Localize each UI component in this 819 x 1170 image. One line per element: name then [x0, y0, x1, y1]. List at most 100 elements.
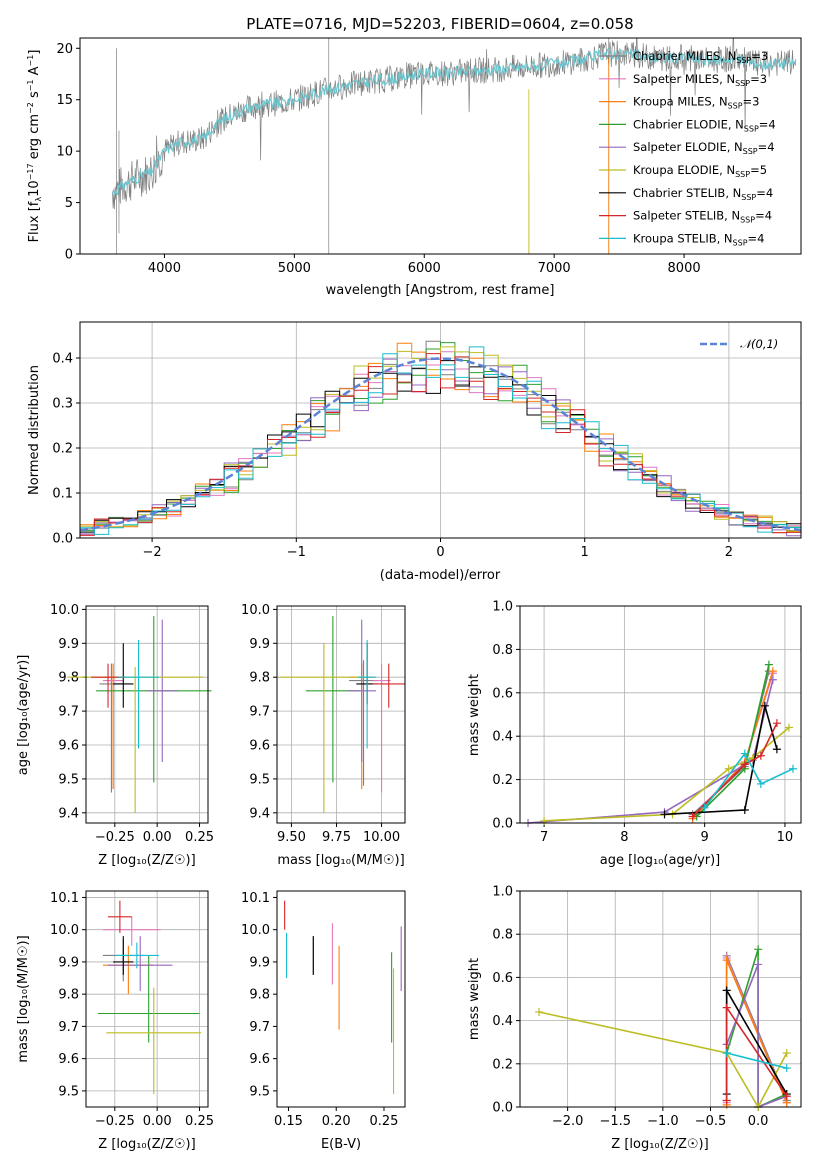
- y-tick-label: 9.5: [58, 1084, 79, 1099]
- series-marker-chabrier-elodie: [764, 660, 773, 669]
- legend-label-sub: SSP: [728, 102, 743, 111]
- y-tick-label: 10.1: [241, 891, 270, 906]
- x-tick-label: −0.5: [695, 1114, 727, 1129]
- legend-label: Kroupa ELODIE, NSSP=5: [633, 163, 767, 179]
- y-tick-label: 0.2: [492, 773, 513, 788]
- series-marker-kroupa-miles: [722, 956, 731, 965]
- y-tick-label: 0.4: [492, 1014, 513, 1029]
- series-line-salpeter-elodie: [725, 964, 787, 1109]
- weight-vs-age-axes-frame: [519, 605, 802, 824]
- series-marker-kroupa-elodie: [535, 1007, 544, 1016]
- x-tick-label: 6000: [408, 261, 441, 276]
- legend-label-sub: SSP: [735, 79, 750, 88]
- legend-label-name: Salpeter ELODIE, N: [633, 140, 743, 154]
- residuals-xlabel: (data-model)/error: [380, 568, 501, 583]
- series-marker-kroupa-stelib: [756, 779, 765, 788]
- x-tick-label: 7: [540, 830, 548, 845]
- legend-label-sub: SSP: [741, 193, 756, 202]
- legend-label: Salpeter STELIB, NSSP=4: [633, 209, 772, 225]
- legend-label-value: =4: [759, 117, 776, 131]
- y-tick-label: 9.8: [249, 988, 270, 1003]
- y-tick-label: 0.0: [492, 1101, 513, 1116]
- weight-vs-age-plot-area: 7 8 9 10 0.0 0.2 0.4 0.6 0.8 1.0: [492, 600, 801, 845]
- y-tick-label: 0.2: [52, 442, 73, 457]
- x-tick-label: 4000: [148, 261, 181, 276]
- weight-vs-z-axes-frame: [519, 890, 802, 1108]
- x-tick-label: −2: [143, 545, 162, 560]
- legend-label-value: =4: [748, 231, 765, 245]
- x-tick-label: 5000: [278, 261, 311, 276]
- weight-vs-age-ylabel: mass weight: [467, 674, 482, 756]
- x-tick-label: 0.15: [274, 1114, 303, 1129]
- legend-label: Chabrier ELODIE, NSSP=4: [633, 117, 776, 133]
- mass-vs-ebv-axes-frame: [276, 890, 406, 1108]
- legend-label: Salpeter MILES, NSSP=3: [633, 72, 767, 88]
- x-tick-label: 0.00: [143, 830, 172, 845]
- y-tick-label: 10.0: [50, 603, 79, 618]
- series-line-kroupa-elodie: [538, 1011, 788, 1109]
- x-tick-label: 0.0: [748, 1114, 769, 1129]
- weight-vs-age-xlabel: age [log₁₀(age/yr)]: [600, 853, 721, 868]
- x-tick-label: −0.25: [95, 830, 135, 845]
- y-tick-label: 1.0: [492, 600, 513, 615]
- series-marker-salpeter-elodie: [754, 960, 763, 969]
- y-tick-label: 0.0: [52, 532, 73, 547]
- age-vs-mass-axes-frame: [276, 605, 406, 824]
- x-tick-label: 0.25: [370, 1114, 399, 1129]
- age-vs-z-panel: −0.25 0.00 0.25 9.4 9.5 9.6 9.7 9.8 9.9 10.0 Z [l…: [16, 603, 214, 868]
- residuals-axes-frame: [79, 321, 802, 539]
- x-tick-label: 7000: [538, 261, 571, 276]
- legend-label: Salpeter ELODIE, NSSP=4: [633, 140, 775, 156]
- mass-vs-z-ylabel: mass [log₁₀(M/M☉)]: [16, 935, 31, 1062]
- weight-vs-z-ylabel: mass weight: [467, 958, 482, 1040]
- legend-label-value: =4: [756, 186, 773, 200]
- age-vs-z-xlabel: Z [log₁₀(Z/Z☉)]: [98, 853, 195, 868]
- series-line-kroupa-stelib: [704, 752, 794, 809]
- residuals-steps: [80, 340, 801, 538]
- y-tick-label: 9.9: [58, 637, 79, 652]
- y-tick-label: 0.6: [492, 686, 513, 701]
- y-tick-label: 10.0: [50, 923, 79, 938]
- series-marker-chabrier-stelib: [740, 805, 749, 814]
- legend-label-value: =4: [758, 140, 775, 154]
- legend-label-name: Chabrier ELODIE, N: [633, 117, 744, 131]
- legend-label: Kroupa MILES, NSSP=3: [633, 95, 759, 111]
- legend-label-name: Salpeter STELIB, N: [633, 209, 740, 223]
- x-tick-label: −1.5: [599, 1114, 631, 1129]
- y-tick-label: 5: [65, 196, 73, 211]
- x-tick-label: 0: [436, 545, 444, 560]
- series-marker-chabrier-stelib: [660, 810, 669, 819]
- legend-label: Chabrier STELIB, NSSP=4: [633, 186, 773, 202]
- y-tick-label: 0.8: [492, 643, 513, 658]
- legend-label-name: Kroupa ELODIE, N: [633, 163, 735, 177]
- y-tick-label: 9.7: [58, 1020, 79, 1035]
- y-tick-label: 0.6: [492, 971, 513, 986]
- residuals-plot-area: [80, 340, 801, 538]
- y-tick-label: 9.9: [249, 955, 270, 970]
- legend-label-name: Kroupa MILES, N: [633, 95, 728, 109]
- age-vs-mass-plot-area: 9.50 9.75 10.00 9.4 9.5 9.6 9.7 9.8 9.9 10.0: [241, 603, 405, 845]
- series-marker-salpeter-stelib: [740, 760, 749, 769]
- spectrum-xlabel: wavelength [Angstrom, rest frame]: [326, 283, 555, 298]
- legend-label-sub: SSP: [744, 124, 759, 133]
- spectrum-ylabel: Flux [fλ10−17 erg cm−2 s−1 A−1]: [26, 50, 43, 243]
- spectrum-axes-frame: [79, 37, 802, 255]
- series-marker-kroupa-elodie: [724, 764, 733, 773]
- series-marker-kroupa-stelib: [740, 749, 749, 758]
- x-tick-label: 10.00: [363, 830, 400, 845]
- age-vs-z-ylabel: age [log₁₀(age/yr)]: [16, 655, 31, 776]
- y-tick-label: 9.6: [58, 1052, 79, 1067]
- y-tick-label: 9.7: [249, 1020, 270, 1035]
- model-spectrum: [111, 47, 796, 197]
- spectrum-ticks: 4000 5000 6000 7000 8000 0 5 10 15 20: [56, 42, 700, 276]
- y-tick-label: 9.4: [249, 806, 270, 821]
- legend-label-value: =4: [755, 209, 772, 223]
- series-marker-chabrier-stelib: [772, 745, 781, 754]
- x-tick-label: 0.20: [322, 1114, 351, 1129]
- series-marker-salpeter-stelib: [756, 751, 765, 760]
- normal-legend-label: 𝒩(0,1): [740, 337, 778, 351]
- y-tick-label: 1.0: [492, 885, 513, 900]
- x-tick-label: 9.50: [277, 830, 306, 845]
